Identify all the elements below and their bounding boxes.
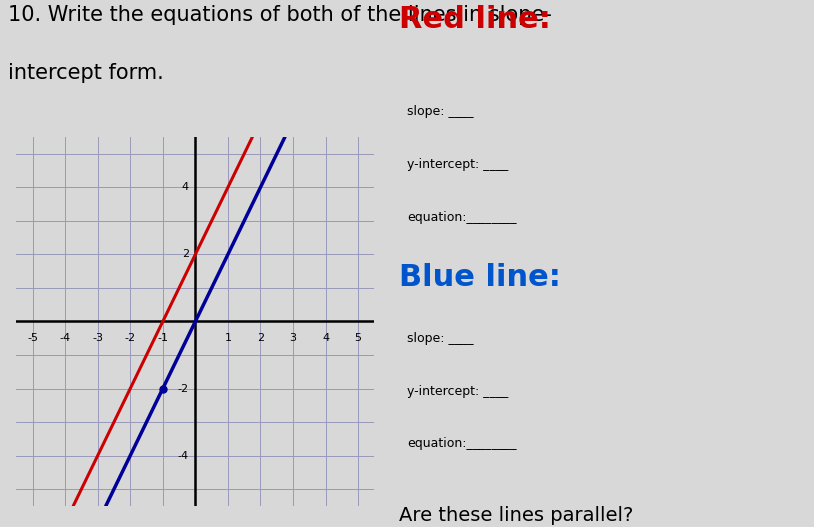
Text: equation:________: equation:________ [407, 437, 517, 451]
Text: -2: -2 [177, 384, 189, 394]
Text: Red line:: Red line: [399, 5, 551, 34]
Text: 4: 4 [182, 182, 189, 192]
Text: -4: -4 [59, 333, 71, 343]
Text: 3: 3 [290, 333, 296, 343]
Text: -5: -5 [27, 333, 38, 343]
Text: equation:________: equation:________ [407, 211, 517, 224]
Text: -3: -3 [92, 333, 103, 343]
Text: -2: -2 [125, 333, 136, 343]
Text: 2: 2 [257, 333, 264, 343]
Text: Blue line:: Blue line: [399, 264, 561, 292]
Text: -4: -4 [177, 451, 189, 461]
Text: -1: -1 [157, 333, 168, 343]
Text: 4: 4 [322, 333, 329, 343]
Text: 5: 5 [355, 333, 361, 343]
Text: slope: ____: slope: ____ [407, 105, 474, 119]
Text: y-intercept: ____: y-intercept: ____ [407, 385, 508, 398]
Text: 10. Write the equations of both of the lines in slope-: 10. Write the equations of both of the l… [8, 5, 552, 25]
Text: y-intercept: ____: y-intercept: ____ [407, 158, 508, 171]
Text: 1: 1 [225, 333, 231, 343]
Text: intercept form.: intercept form. [8, 63, 164, 83]
Text: Are these lines parallel?: Are these lines parallel? [399, 506, 633, 525]
Text: slope: ____: slope: ____ [407, 332, 474, 345]
Text: 2: 2 [182, 249, 189, 259]
